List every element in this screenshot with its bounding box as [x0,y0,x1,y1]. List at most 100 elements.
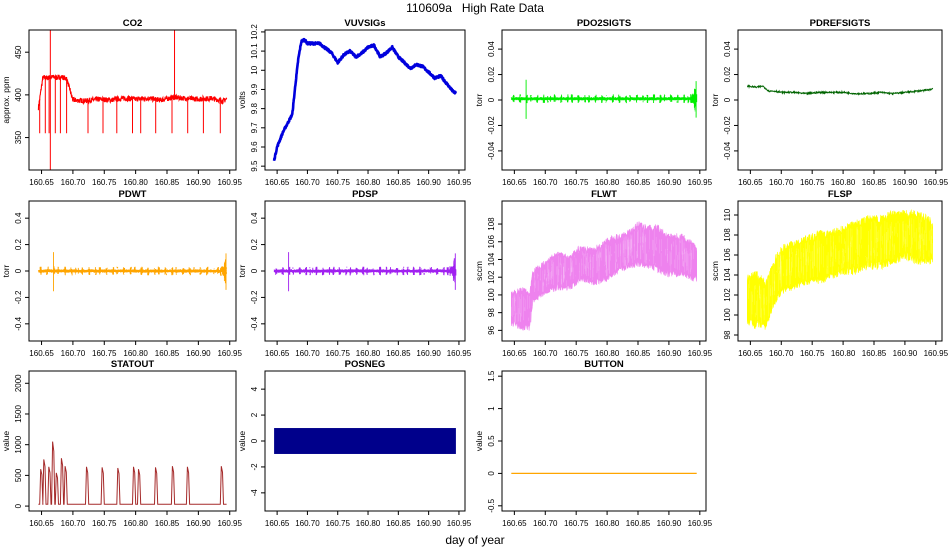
x-tick-label: 160.90 [416,519,441,528]
x-tick-label: 160.65 [265,519,290,528]
y-axis-label: volts [237,91,247,108]
y-tick-label: 0 [487,97,496,102]
x-tick-label: 160.70 [533,178,558,187]
y-tick-label: 98 [723,330,732,339]
x-tick-label: 160.85 [862,178,887,187]
y-tick-label: 0 [14,268,23,273]
panel-statout: STATOUT 160.65 160.70 160.75 160.80 160.85 160… [1,359,243,528]
flwt-envelope [511,221,697,332]
co2-dips [39,77,221,134]
figure-xlabel: day of year [445,533,505,547]
x-tick-label: 160.90 [893,178,918,187]
panel-flwt: FLWT 160.65 160.70 160.75 160.80 160.85 160.90… [474,189,713,358]
statout-line [38,441,227,505]
x-tick-label: 160.70 [769,178,794,187]
y-axis-label: value [237,431,247,452]
y-tick-label: 1 [487,406,496,411]
y-tick-label: 0.02 [723,66,732,82]
panel-frame [264,29,466,171]
x-tick-label: 160.75 [92,178,117,187]
x-tick-label: 160.85 [386,519,411,528]
panel-data [37,30,228,170]
x-tick-label: 160.70 [295,178,320,187]
panel-frame [737,200,943,342]
y-tick-label: 9.6 [250,141,259,153]
x-tick-label: 160.80 [831,349,856,358]
y-tick-label: 10.1 [250,43,259,59]
x-tick-label: 160.90 [893,349,918,358]
y-tick-label: -2 [250,463,259,471]
y-tick-label: 0.02 [487,66,496,82]
x-tick-label: 160.70 [61,349,86,358]
y-tick-label: 0 [14,503,23,508]
x-tick-label: 160.85 [626,349,651,358]
panel-data [510,79,698,119]
y-tick-label: 102 [487,270,496,284]
y-tick-label: 0.2 [250,238,259,250]
y-tick-label: 9.5 [250,160,259,172]
y-tick-label: 1.5 [487,370,496,382]
x-tick-label: 160.75 [325,349,350,358]
panel-title: PDO2SIGTS [577,18,631,29]
x-tick-label: 160.75 [325,178,350,187]
x-tick-label: 160.85 [386,349,411,358]
x-tick-label: 160.65 [502,178,527,187]
y-tick-label: -0.4 [14,316,23,330]
x-tick-label: 160.80 [595,349,620,358]
x-tick-label: 160.90 [186,178,211,187]
panel-data [746,83,934,96]
y-tick-label: 108 [487,217,496,231]
vuvsigs-line [272,37,457,161]
panel-data [38,441,227,505]
x-tick-label: 160.75 [325,519,350,528]
x-tick-label: 160.75 [92,519,117,528]
y-tick-label: 108 [723,228,732,242]
x-tick-label: 160.90 [186,349,211,358]
x-tick-label: 160.95 [688,178,713,187]
x-tick-label: 160.90 [657,349,682,358]
x-tick-label: 160.65 [265,178,290,187]
x-tick-label: 160.95 [924,178,949,187]
y-tick-label: 350 [14,130,23,144]
panel-data [273,252,457,292]
y-axis-label: torr [237,264,247,277]
x-tick-label: 160.95 [447,519,472,528]
x-tick-label: 160.85 [155,178,180,187]
y-tick-label: -0.4 [250,316,259,330]
y-tick-label: 500 [14,468,23,482]
x-tick-label: 160.80 [356,349,381,358]
x-tick-label: 160.80 [595,519,620,528]
y-tick-label: -0.2 [14,290,23,304]
x-tick-label: 160.75 [564,349,589,358]
y-tick-label: 1500 [14,405,23,423]
x-tick-label: 160.80 [123,178,148,187]
y-tick-label: 0.4 [250,212,259,224]
panel-button: BUTTON 160.65 160.70 160.75 160.80 160.85 160.… [474,359,713,528]
x-tick-label: 160.90 [186,519,211,528]
x-tick-label: 160.65 [29,178,54,187]
x-tick-label: 160.95 [688,519,713,528]
y-tick-label: -0.02 [723,116,732,135]
y-tick-label: 106 [723,248,732,262]
x-tick-label: 160.65 [265,349,290,358]
y-axis-label: torr [710,93,720,106]
x-tick-label: 160.75 [92,349,117,358]
x-tick-label: 160.95 [217,519,242,528]
y-axis-label: torr [1,264,11,277]
y-tick-label: 0 [487,471,496,476]
panel-title: PDSP [352,189,379,200]
x-tick-label: 160.95 [688,349,713,358]
y-tick-label: -0.02 [487,116,496,135]
y-axis-label: sccm [474,261,484,281]
panel-posneg: POSNEG 160.65 160.70 160.75 160.80 160.85 160.… [237,359,472,528]
panel-title: CO2 [123,18,143,29]
panel-data [511,221,697,332]
y-tick-label: 9.8 [250,103,259,115]
y-tick-label: 4 [250,386,259,391]
panel-data [747,208,933,330]
x-tick-label: 160.75 [800,349,825,358]
pdrefsigts-line [746,83,934,96]
y-tick-label: 0.5 [487,435,496,447]
x-tick-label: 160.70 [769,349,794,358]
